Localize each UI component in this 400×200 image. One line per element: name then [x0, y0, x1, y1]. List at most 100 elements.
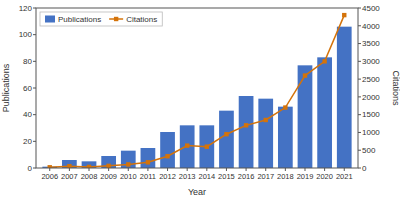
marker [165, 154, 169, 158]
y2-tick [358, 61, 361, 62]
x-tick-label: 2017 [257, 172, 274, 181]
y2-tick [358, 168, 361, 169]
x-tick-label: 2013 [179, 172, 196, 181]
y2-tick-label: 3500 [362, 39, 380, 48]
x-tick [147, 168, 148, 171]
y2-tick-label: 2500 [362, 75, 380, 84]
y2-tick-label: 4000 [362, 22, 380, 31]
plot-area [42, 13, 351, 168]
x-tick [304, 168, 305, 171]
marker [106, 164, 110, 168]
plot-frame [36, 8, 358, 168]
x-axis-title: Year [188, 187, 206, 197]
x-tick-label: 2006 [41, 172, 58, 181]
x-tick-label: 2014 [198, 172, 215, 181]
x-tick-label: 2018 [277, 172, 294, 181]
y-tick-label: 60 [23, 84, 32, 93]
marker [185, 143, 189, 147]
legend-label: Citations [126, 15, 157, 24]
marker [303, 73, 307, 77]
y-tick [33, 141, 36, 142]
y-tick-label: 0 [28, 164, 33, 173]
x-tick [285, 168, 286, 171]
marker [146, 160, 150, 164]
x-tick [69, 168, 70, 171]
x-tick-label: 2012 [159, 172, 176, 181]
y2-tick-label: 4500 [362, 4, 380, 13]
x-tick-label: 2019 [297, 172, 314, 181]
x-tick-label: 2009 [100, 172, 117, 181]
x-tick [167, 168, 168, 171]
y2-axis-title: Citations [391, 70, 400, 106]
legend-label: Publications [58, 15, 101, 24]
y-tick-label: 80 [23, 57, 32, 66]
marker [342, 13, 346, 17]
bar [219, 111, 234, 168]
marker [264, 118, 268, 122]
bar [298, 65, 313, 168]
x-tick [108, 168, 109, 171]
y2-tick-label: 0 [362, 164, 367, 173]
bar [160, 132, 175, 168]
bar [317, 57, 332, 168]
x-tick [128, 168, 129, 171]
y2-tick [358, 8, 361, 9]
x-tick [246, 168, 247, 171]
x-tick [49, 168, 50, 171]
y2-tick-label: 1000 [362, 128, 380, 137]
legend-swatch [45, 16, 55, 23]
y-tick [33, 8, 36, 9]
y2-tick [358, 43, 361, 44]
y2-tick-label: 3000 [362, 57, 380, 66]
marker [67, 164, 71, 168]
bar [239, 96, 254, 168]
y-tick-label: 100 [19, 30, 33, 39]
chart: 2006200720082009201020112012201320142015… [0, 0, 400, 200]
line [50, 15, 345, 167]
x-tick-label: 2007 [61, 172, 78, 181]
y2-tick-label: 1500 [362, 110, 380, 119]
x-tick-label: 2020 [316, 172, 333, 181]
marker [244, 123, 248, 127]
bar [337, 27, 352, 168]
x-tick [89, 168, 90, 171]
x-tick-label: 2008 [81, 172, 98, 181]
x-tick [265, 168, 266, 171]
y2-tick [358, 114, 361, 115]
legend: Publications Citations [40, 12, 162, 26]
y2-tick [358, 150, 361, 151]
y2-tick-label: 2000 [362, 93, 380, 102]
y-tick [33, 168, 36, 169]
legend-marker [114, 17, 118, 21]
x-tick [226, 168, 227, 171]
x-tick-label: 2010 [120, 172, 137, 181]
y2-tick [358, 96, 361, 97]
bar [141, 148, 156, 168]
y2-tick [358, 25, 361, 26]
marker [205, 144, 209, 148]
x-tick-label: 2021 [336, 172, 353, 181]
y2-tick [358, 132, 361, 133]
bar [258, 99, 273, 168]
x-tick [187, 168, 188, 171]
bar [180, 125, 195, 168]
y-tick-label: 20 [23, 137, 32, 146]
y2-tick-label: 500 [362, 146, 376, 155]
x-tick-label: 2015 [218, 172, 235, 181]
y-axis-title: Publications [1, 63, 11, 112]
x-tick-label: 2016 [238, 172, 255, 181]
x-tick [344, 168, 345, 171]
bar [278, 107, 293, 168]
y-tick [33, 114, 36, 115]
y-tick [33, 61, 36, 62]
marker [283, 105, 287, 109]
y-tick-label: 120 [19, 4, 33, 13]
x-tick [324, 168, 325, 171]
y-tick [33, 88, 36, 89]
y-tick [33, 34, 36, 35]
marker [126, 162, 130, 166]
marker [224, 132, 228, 136]
x-tick [206, 168, 207, 171]
y2-tick [358, 79, 361, 80]
marker [322, 59, 326, 63]
